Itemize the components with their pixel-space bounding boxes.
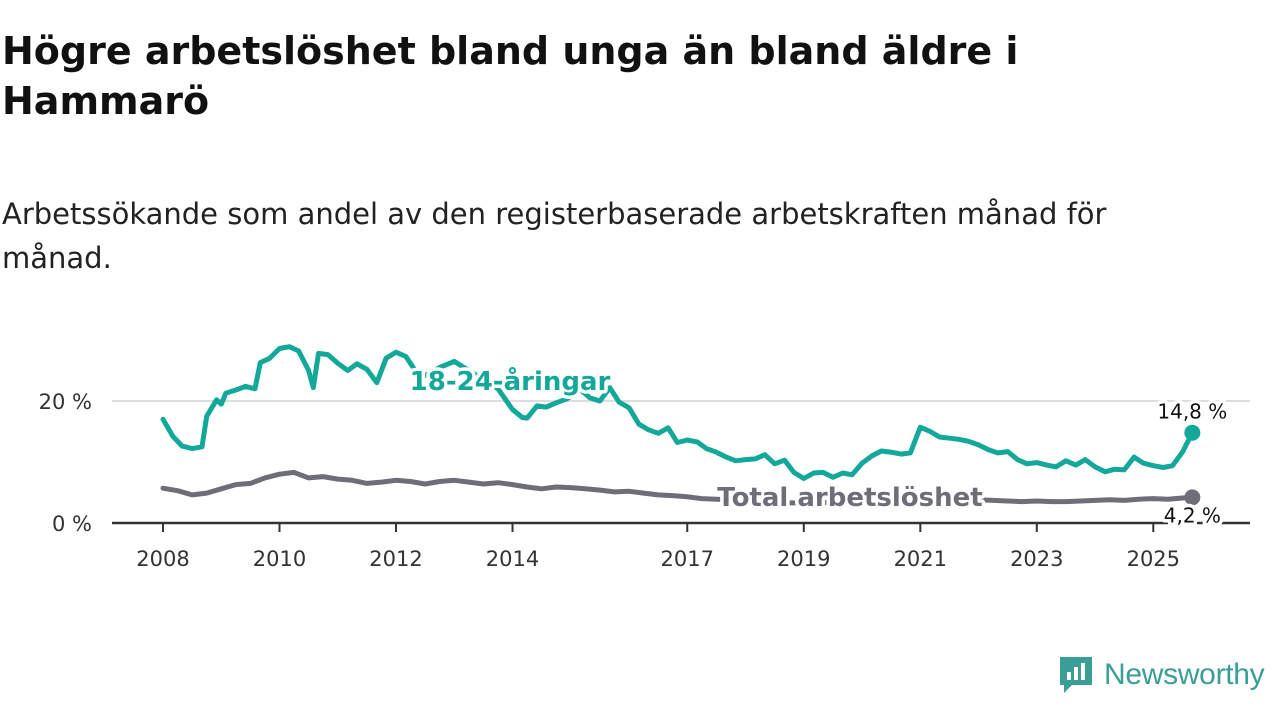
x-tick-label: 2025 — [1127, 547, 1180, 571]
brand-name: Newsworthy — [1104, 658, 1265, 691]
x-tick-label: 2014 — [486, 547, 539, 571]
chart-subtitle: Arbetssökande som andel av den registerb… — [2, 197, 1107, 275]
x-tick-label: 2008 — [136, 547, 189, 571]
chart-title: Högre arbetslöshet bland unga än bland ä… — [2, 29, 1019, 123]
series-labels: 18-24-åringar Total arbetslöshet 14,8 % 4,2… — [406, 362, 1231, 531]
brand-logo[interactable]: Newsworthy — [1058, 654, 1265, 696]
series-lines — [160, 344, 1201, 506]
youth-series-label: 18-24-åringar — [410, 365, 611, 397]
total-end-point — [1184, 489, 1201, 506]
x-tick-label: 2023 — [1010, 547, 1063, 571]
total-series-label: Total arbetslöshet — [717, 483, 982, 513]
youth-end-value-label: 14,8 % — [1157, 400, 1227, 424]
x-tick-label: 2012 — [369, 547, 422, 571]
youth-series-line — [160, 344, 1195, 481]
youth-end-point — [1184, 424, 1201, 441]
x-tick-label: 2010 — [253, 547, 306, 571]
total-end-value-label: 4,2 % — [1164, 503, 1221, 527]
axes: 0 % 20 % 2008 2010 2012 2014 2017 2019 2021 2023 2… — [39, 390, 1250, 571]
y-tick-label: 0 % — [52, 512, 92, 536]
x-tick-label: 2019 — [777, 547, 830, 571]
total-series-line — [160, 469, 1195, 506]
line-chart: 0 % 20 % 2008 2010 2012 2014 2017 2019 2021 2023 2… — [39, 344, 1250, 571]
newsworthy-logo-icon — [1060, 657, 1092, 693]
x-tick-label: 2017 — [661, 547, 714, 571]
x-tick-label: 2021 — [894, 547, 947, 571]
y-tick-label: 20 % — [39, 390, 92, 414]
